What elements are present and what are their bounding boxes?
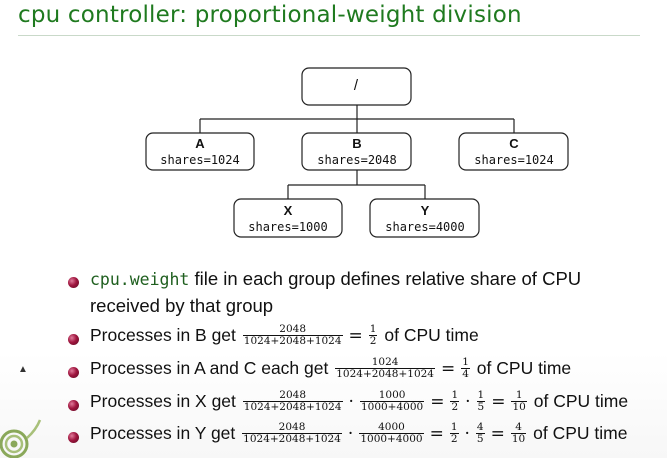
bullet-dot [68,400,79,411]
b3-suffix: of CPU time [476,358,572,378]
node-a-name: A [195,136,205,151]
bullet-x-share: Processes in X get 2048 1024+2048+1024 · 10… [90,390,628,413]
slide-title: cpu controller: proportional-weight divi… [18,2,522,28]
b5-fraction-5: 4 10 [510,421,527,445]
b5-dot-2: · [464,423,470,444]
b4-fraction-1: 2048 1024+2048+1024 [242,389,343,413]
node-b: B shares=2048 [301,132,412,171]
b4-equals-2: = [491,391,506,412]
b2-equals: = [348,325,363,346]
b4-dot-1: · [348,391,354,412]
b5-equals-1: = [429,423,444,444]
bullet-dot [68,367,79,378]
bottom-shade [0,352,667,458]
node-c-name: C [509,136,519,151]
node-root: / [301,67,412,106]
mouse-cursor-icon: ▲ [18,364,28,375]
title-rule [18,35,640,36]
b3-equals: = [440,358,456,379]
b4-equals-1: = [430,391,445,412]
cpu-weight-code: cpu.weight [90,270,190,289]
node-y: Y shares=4000 [369,198,480,238]
node-y-name: Y [421,203,430,218]
b3-fraction-1: 1024 1024+2048+1024 [335,356,435,380]
b5-suffix: of CPU time [533,423,628,443]
node-x-name: X [284,203,293,218]
b2-fraction-1: 2048 1024+2048+1024 [242,323,343,347]
b4-fraction-5: 1 10 [511,389,527,413]
node-c-shares: shares=1024 [474,153,553,167]
b4-fraction-2: 1000 1000+4000 [359,389,425,413]
b3-prefix: Processes in A and C each get [90,358,329,378]
b5-dot-1: · [347,423,354,444]
node-a: A shares=1024 [145,132,255,171]
b4-suffix: of CPU time [533,391,629,411]
node-x-shares: shares=1000 [248,220,327,234]
b4-prefix: Processes in X get [90,391,236,411]
b5-fraction-2: 4000 1000+4000 [359,421,424,445]
bullet-weight-line1: cpu.weight file in each group defines re… [90,268,581,290]
bullet-weight-line2: received by that group [90,295,274,316]
node-b-name: B [352,136,361,151]
bullet-y-share: Processes in Y get 2048 1024+2048+1024 · 40… [90,422,627,445]
bullet-dot [68,432,79,443]
node-a-shares: shares=1024 [160,153,239,167]
b2-suffix: of CPU time [384,325,479,345]
node-b-shares: shares=2048 [317,153,396,167]
b2-prefix: Processes in B get [90,325,236,345]
bullet-dot [68,334,79,345]
bullet-b-share: Processes in B get 2048 1024+2048+1024 = 1 2… [90,324,479,347]
node-root-label: / [354,77,359,94]
fern-logo-icon [0,419,42,458]
tree-connectors [199,105,515,199]
bullet-ac-share: Processes in A and C each get 1024 1024+2… [90,357,571,380]
b4-dot-2: · [465,391,471,412]
node-y-shares: shares=4000 [385,220,464,234]
bullet-weight-text: file in each group defines relative shar… [189,268,582,289]
b5-fraction-1: 2048 1024+2048+1024 [242,421,342,445]
node-x: X shares=1000 [233,198,343,238]
b5-prefix: Processes in Y get [90,423,236,443]
cgroup-tree-diagram: / A shares=1024 B shares=2048 C shares=1… [145,67,569,238]
node-c: C shares=1024 [458,132,569,171]
bullet-dot [68,277,79,288]
b5-equals-2: = [490,423,505,444]
